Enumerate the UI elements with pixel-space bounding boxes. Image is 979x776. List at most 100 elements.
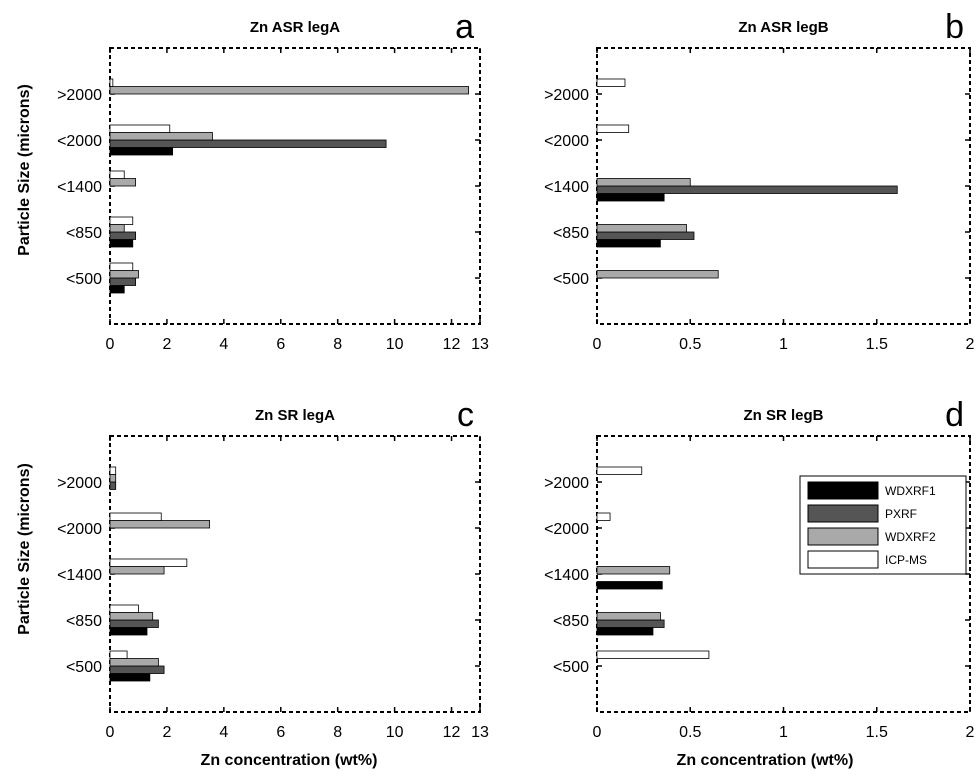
legend: WDXRF1 PXRF WDXRF2 ICP-MS — [799, 475, 967, 575]
panel-a-xtick-label: 4 — [219, 336, 228, 353]
panel-d-xtick-label: 0.5 — [679, 724, 701, 741]
legend-label-wdxrf2: WDXRF2 — [885, 530, 936, 544]
panel-c-bar-pxrf-850 — [109, 619, 159, 628]
panel-a-xtick-label: 2 — [162, 336, 171, 353]
panel-c-category-label: <850 — [66, 613, 102, 630]
panel-a-category-label: >2000 — [57, 87, 102, 104]
panel-d-title: Zn SR legB — [743, 407, 823, 424]
panel-a-bar-wdxrf1-500 — [109, 285, 125, 294]
panel-d-xtick-label: 1.5 — [866, 724, 888, 741]
panel-b-bar-pxrf-850 — [596, 231, 695, 240]
panel-a-bar-pxrf-850 — [109, 231, 137, 240]
panel-a-bar-wdxrf2-2000 — [109, 86, 470, 95]
panel-b-category-label: >2000 — [544, 87, 589, 104]
panel-c-xtick-label: 2 — [162, 724, 171, 741]
panel-c-xtick-label: 12 — [443, 724, 461, 741]
panel-d-xtick-label: 1 — [779, 724, 788, 741]
panel-c-xtick-label: 6 — [276, 724, 285, 741]
legend-swatch-icp-ms — [807, 550, 879, 569]
panel-c-xtick-label: 13 — [471, 724, 489, 741]
panel-c-xtick-label: 8 — [333, 724, 342, 741]
panel-d-category-label: <500 — [553, 659, 589, 676]
panel-a-bar-wdxrf2-2000 — [109, 132, 213, 141]
panel-c-bar-wdxrf2-500 — [109, 658, 159, 667]
panel-c-bar-pxrf-2000 — [109, 481, 117, 490]
panel-b-category-label: <850 — [553, 225, 589, 242]
panel-c-bar-pxrf-500 — [109, 665, 165, 674]
panel-a-bar-pxrf-500 — [109, 277, 137, 286]
y-axis-label-top: Particle Size (microns) — [16, 84, 33, 256]
panel-c-frame — [109, 435, 481, 713]
panel-c-bar-icp-ms-850 — [109, 604, 139, 613]
panel-c-bar-wdxrf2-1400 — [109, 566, 165, 575]
legend-swatch-wdxrf2 — [807, 527, 879, 546]
panel-c-bar-icp-ms-2000 — [109, 466, 117, 475]
panel-b-bar-wdxrf2-1400 — [596, 178, 691, 187]
panel-d-category-label: <1400 — [544, 567, 589, 584]
panel-b-title: Zn ASR legB — [738, 19, 828, 36]
panel-a-category-label: <500 — [66, 271, 102, 288]
panel-a-bar-icp-ms-2000 — [109, 78, 114, 87]
panel-a-xtick-label: 0 — [106, 336, 115, 353]
panel-b: Zn ASR legB b 0 0.5 1 1.5 2 >2000 <2000 <1400 <850… — [544, 8, 974, 353]
panel-b-category-label: <500 — [553, 271, 589, 288]
panel-a-title: Zn ASR legA — [250, 19, 340, 36]
panel-a: Zn ASR legA a 0 2 4 6 8 10 12 13 >2000 <2000 <1400 <8… — [57, 8, 489, 353]
legend-swatch-wdxrf1 — [807, 481, 879, 500]
panel-d: Zn SR legB d 0 0.5 1 1.5 2 >2000 <2000 <1400 <850 <… — [544, 396, 974, 741]
panel-d-bar-icp-ms-2000 — [596, 512, 611, 521]
panel-b-xtick-label: 0.5 — [679, 336, 701, 353]
panel-d-bar-wdxrf2-1400 — [596, 566, 671, 575]
panel-d-bar-pxrf-850 — [596, 619, 665, 628]
panel-a-letter: a — [455, 8, 474, 46]
panel-b-bar-wdxrf2-500 — [596, 270, 719, 279]
panel-a-bar-icp-ms-1400 — [109, 170, 125, 179]
legend-label-pxrf: PXRF — [885, 507, 917, 521]
panel-b-bar-wdxrf1-1400 — [596, 193, 665, 202]
panel-a-xtick-label: 6 — [276, 336, 285, 353]
panel-c-bar-wdxrf2-850 — [109, 612, 154, 621]
panel-d-category-label: <850 — [553, 613, 589, 630]
panel-c-bar-icp-ms-1400 — [109, 558, 188, 567]
panel-b-letter: b — [945, 8, 964, 46]
panel-c-bar-wdxrf1-850 — [109, 627, 148, 636]
panel-b-bar-wdxrf2-850 — [596, 224, 687, 233]
panel-c: Zn SR legA c 0 2 4 6 8 10 12 13 >2000 <2000 <1400 <85… — [57, 396, 489, 741]
panel-d-bar-icp-ms-2000 — [596, 466, 643, 475]
x-axis-label-left: Zn concentration (wt%) — [201, 752, 378, 769]
panel-a-xtick-label: 13 — [471, 336, 489, 353]
panel-c-bar-wdxrf2-2000 — [109, 474, 117, 483]
panel-a-xtick-label: 12 — [443, 336, 461, 353]
panels: Zn ASR legA a0 2 4 6 8 10 12 13>2000<2000<1400<8… — [57, 8, 974, 741]
panel-b-bar-pxrf-1400 — [596, 185, 898, 194]
panel-b-xtick-label: 0 — [593, 336, 602, 353]
panel-c-letter: c — [457, 396, 474, 434]
panel-a-bar-icp-ms-500 — [109, 262, 134, 271]
panel-b-xtick-label: 1.5 — [866, 336, 888, 353]
panel-d-letter: d — [945, 396, 964, 434]
panel-c-title: Zn SR legA — [255, 407, 335, 424]
panel-b-category-label: <1400 — [544, 179, 589, 196]
panel-c-xtick-label: 0 — [106, 724, 115, 741]
panel-a-bar-wdxrf2-500 — [109, 270, 139, 279]
panel-a-bar-icp-ms-2000 — [109, 124, 171, 133]
panel-c-xtick-label: 4 — [219, 724, 228, 741]
panel-c-bar-icp-ms-2000 — [109, 512, 162, 521]
panel-c-xtick-label: 10 — [386, 724, 404, 741]
panel-a-bar-icp-ms-850 — [109, 216, 134, 225]
panel-d-xtick-label: 2 — [966, 724, 975, 741]
panel-b-category-label: <2000 — [544, 133, 589, 150]
panel-d-bar-icp-ms-500 — [596, 650, 710, 659]
panel-c-category-label: >2000 — [57, 475, 102, 492]
panel-b-xtick-label: 1 — [779, 336, 788, 353]
panel-d-bar-wdxrf1-1400 — [596, 581, 663, 590]
panel-b-xtick-label: 2 — [966, 336, 975, 353]
panel-a-bar-pxrf-2000 — [109, 139, 387, 148]
y-axis-label-bottom: Particle Size (microns) — [16, 463, 33, 635]
panel-d-category-label: <2000 — [544, 521, 589, 538]
panel-a-bar-wdxrf1-850 — [109, 239, 134, 248]
panel-a-category-label: <1400 — [57, 179, 102, 196]
panel-b-bar-icp-ms-2000 — [596, 78, 626, 87]
panel-c-category-label: <1400 — [57, 567, 102, 584]
